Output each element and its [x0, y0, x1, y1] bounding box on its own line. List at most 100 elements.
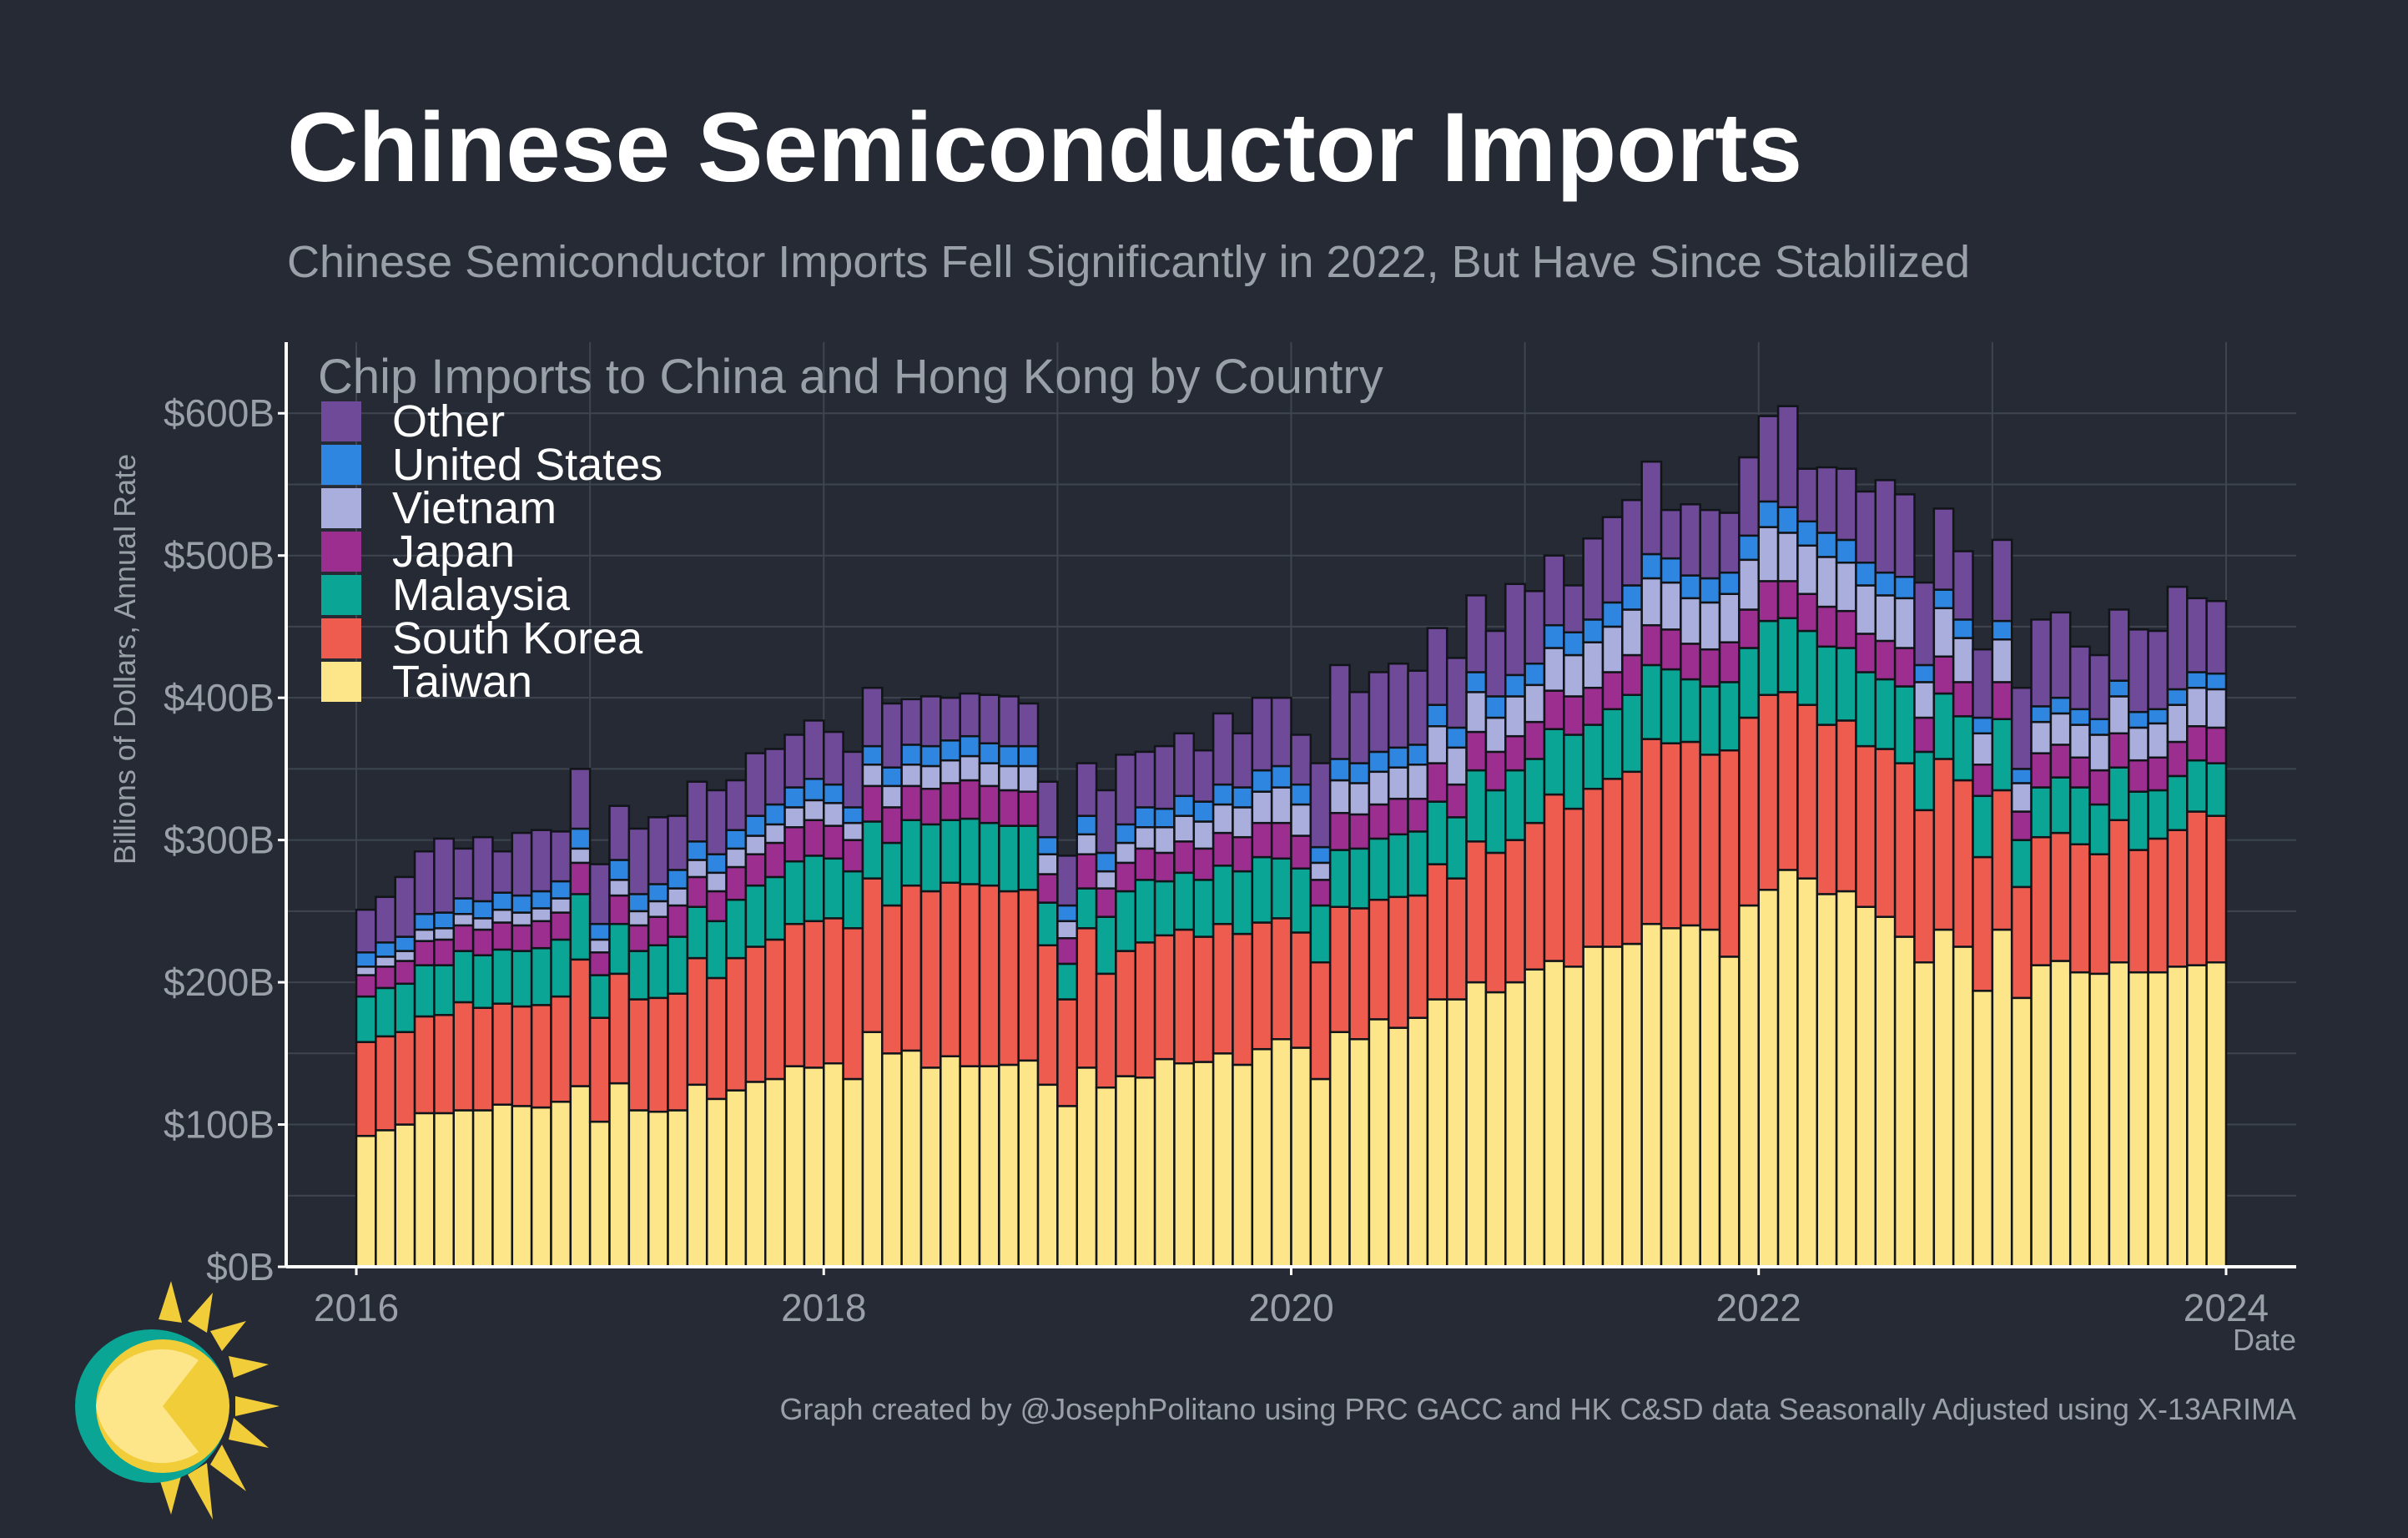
bar-segment	[433, 1112, 455, 1268]
bar-segment	[1212, 865, 1234, 925]
bar-segment	[1660, 557, 1682, 584]
bar-segment	[1524, 683, 1546, 724]
bar-segment	[511, 1005, 533, 1107]
bar-segment	[1524, 821, 1546, 971]
bar-segment	[1972, 794, 1994, 859]
bar-segment	[491, 948, 514, 1005]
bar-segment	[1699, 601, 1721, 651]
bar-segment	[783, 826, 806, 863]
bar-segment	[1407, 669, 1429, 746]
bar-segment	[2205, 688, 2228, 729]
bar-segment	[744, 884, 767, 948]
bar-segment	[1680, 678, 1701, 744]
bar-segment	[433, 837, 455, 914]
bar-segment	[1076, 1067, 1098, 1268]
bar-segment	[783, 860, 806, 925]
bar-segment	[919, 890, 942, 1069]
bar-segment	[550, 995, 572, 1103]
bar-segment	[1056, 904, 1078, 923]
bar-segment	[900, 698, 923, 746]
bar-segment	[1913, 809, 1936, 964]
bar-segment	[355, 974, 377, 998]
bar-segment	[2088, 734, 2111, 772]
legend-swatch	[321, 532, 361, 572]
bar-segment	[1328, 811, 1351, 851]
bar-segment	[2186, 597, 2208, 673]
bar-segment	[1835, 647, 1857, 722]
bar-segment	[900, 784, 923, 822]
bar-segment	[823, 917, 844, 1065]
bar-segment	[1173, 928, 1196, 1065]
bar-segment	[998, 1063, 1020, 1268]
bar-segment	[1445, 657, 1468, 729]
bar-segment	[1757, 415, 1780, 503]
bar-segment	[842, 821, 864, 841]
bar-segment	[919, 744, 942, 768]
bar-segment	[1348, 907, 1371, 1041]
bar-segment	[763, 875, 786, 941]
bar-segment	[2030, 752, 2053, 789]
y-tick-label: $400B	[164, 676, 275, 719]
bar-segment	[1328, 905, 1351, 1033]
bar-segment	[1757, 526, 1780, 582]
bar-segment	[1893, 597, 1916, 649]
bar-segment	[394, 960, 416, 986]
bar-segment	[1757, 619, 1780, 696]
bar-segment	[1601, 778, 1624, 948]
bar-segment	[1680, 740, 1701, 927]
bar-segment	[1387, 662, 1409, 749]
bar-segment	[1270, 821, 1292, 860]
bar-segment	[1095, 1086, 1117, 1268]
bar-segment	[1212, 803, 1234, 835]
bar-segment	[569, 768, 592, 830]
bar-segment	[530, 829, 552, 893]
bar-segment	[2088, 803, 2111, 855]
bar-segment	[1504, 582, 1526, 677]
bar-segment	[2147, 756, 2169, 792]
bar-segment	[763, 823, 786, 845]
bar-segment	[550, 880, 572, 900]
legend-swatch	[321, 445, 361, 485]
bar-segment	[1796, 544, 1819, 595]
bar-segment	[1134, 879, 1156, 944]
bar-segment	[1660, 927, 1682, 1268]
bar-segment	[1640, 922, 1663, 1268]
bar-segment	[1056, 936, 1078, 966]
bar-segment	[842, 750, 864, 809]
bar-segment	[355, 1134, 377, 1268]
bar-segment	[1270, 786, 1292, 824]
bar-segment	[355, 995, 377, 1043]
bar-segment	[1660, 628, 1682, 671]
bar-segment	[744, 945, 767, 1083]
bar-segment	[1056, 962, 1078, 1001]
bar-segment	[1738, 647, 1760, 719]
bar-segment	[1855, 671, 1877, 748]
bar-segment	[1445, 783, 1468, 819]
bar-segment	[491, 891, 514, 911]
bar-segment	[1134, 806, 1156, 829]
bar-segment	[1796, 467, 1819, 523]
bar-segment	[1426, 998, 1448, 1268]
bar-segment	[1368, 803, 1390, 840]
bar-segment	[1465, 769, 1488, 843]
bar-segment	[940, 739, 961, 762]
bar-segment	[1153, 934, 1176, 1061]
bar-segment	[530, 1004, 552, 1109]
bar-segment	[978, 1065, 1000, 1268]
bar-segment	[2088, 718, 2111, 736]
bar-segment	[452, 924, 475, 952]
bar-segment	[1563, 734, 1584, 810]
bar-segment	[1407, 744, 1429, 766]
bar-segment	[1368, 750, 1390, 774]
bar-segment	[1270, 857, 1292, 920]
bar-segment	[1893, 576, 1916, 600]
bar-segment	[355, 908, 377, 954]
bar-segment	[667, 935, 689, 995]
bar-segment	[900, 744, 923, 766]
bar-segment	[452, 847, 475, 900]
bar-segment	[569, 861, 592, 895]
bar-segment	[1932, 507, 1955, 591]
bar-segment	[1368, 837, 1390, 901]
bar-segment	[1017, 790, 1040, 827]
bar-segment	[1718, 956, 1741, 1268]
